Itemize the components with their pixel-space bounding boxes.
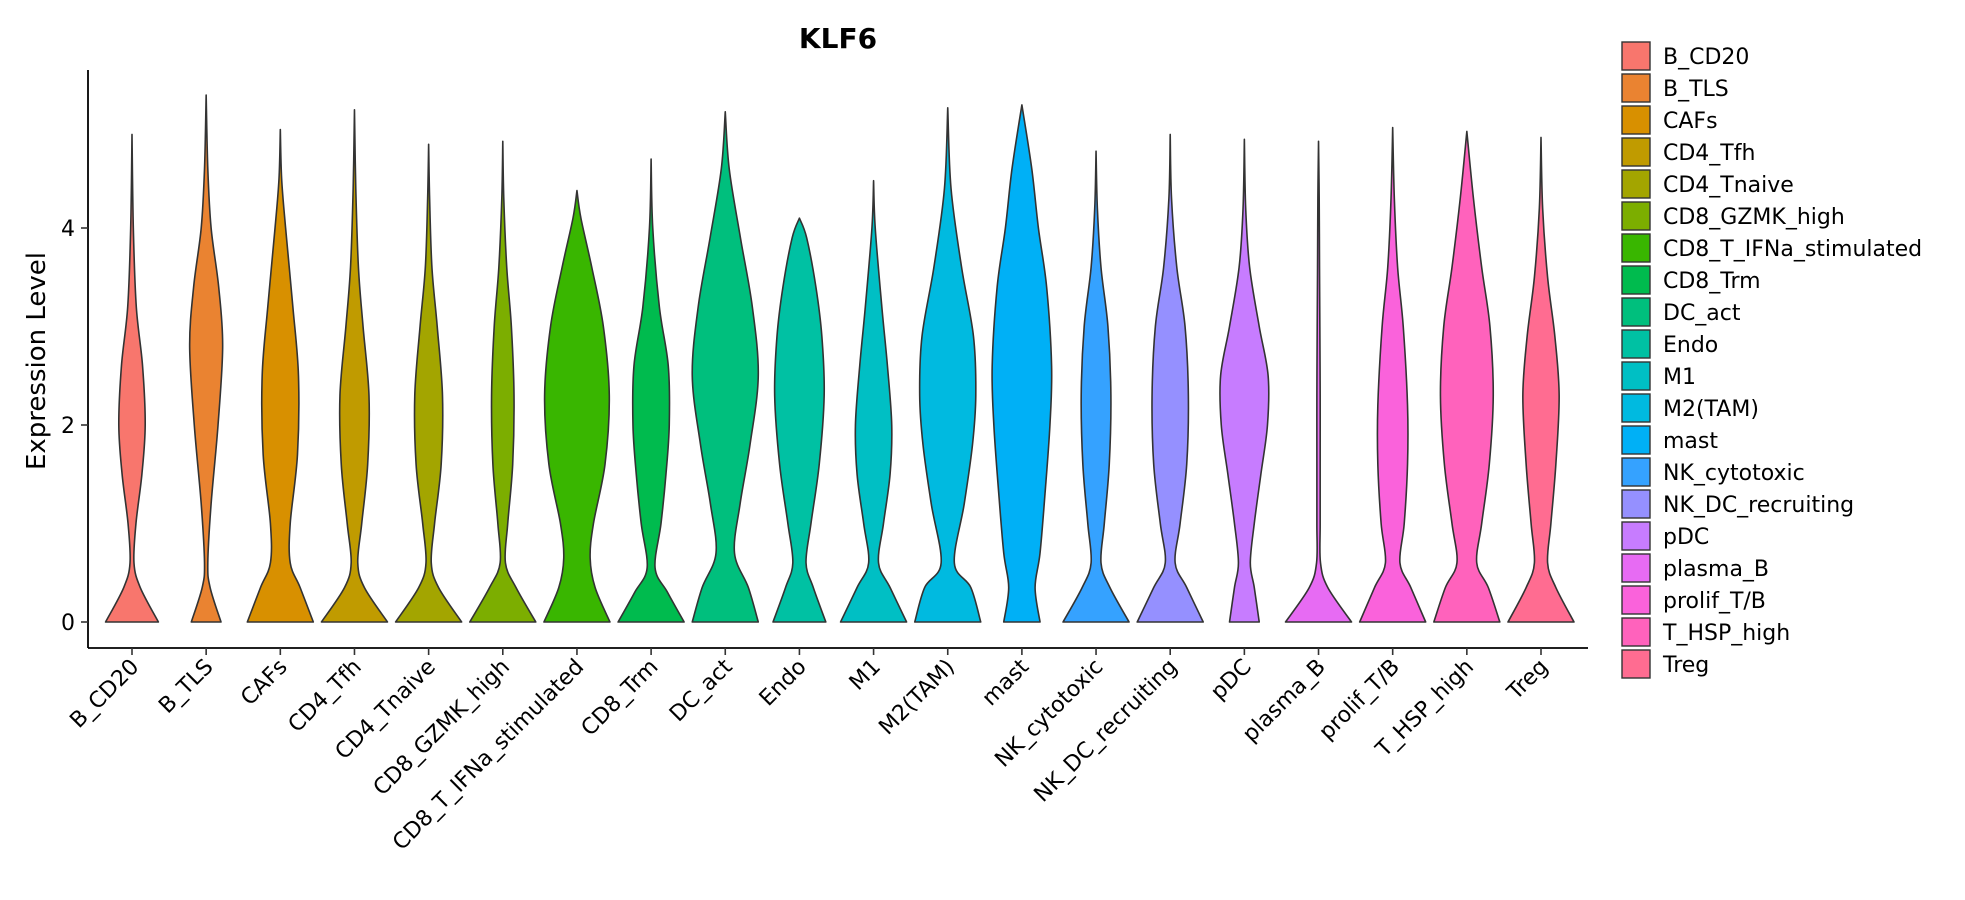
- legend-swatch: [1621, 649, 1651, 679]
- legend-swatch: [1621, 41, 1651, 71]
- legend-label: Treg: [1662, 653, 1709, 678]
- violin-nk-dc-recruiting: [1136, 133, 1205, 623]
- violin-dc-act: [691, 110, 760, 623]
- y-tick-label: 2: [61, 414, 75, 439]
- legend-swatch: [1621, 553, 1651, 583]
- legend-label: CD8_T_IFNa_stimulated: [1663, 237, 1922, 262]
- legend-label: prolif_T/B: [1663, 589, 1766, 614]
- violin-cd8-trm: [617, 158, 685, 623]
- legend-label: CD8_Trm: [1663, 269, 1761, 294]
- legend-swatch: [1621, 361, 1651, 391]
- violin-cd4-tnaive: [394, 143, 463, 623]
- legend-swatch: [1621, 617, 1651, 647]
- legend-swatch: [1621, 201, 1651, 231]
- legend-swatch: [1621, 457, 1651, 487]
- violin-pdc: [1219, 138, 1270, 623]
- legend-label: B_TLS: [1663, 77, 1729, 102]
- legend-swatch: [1621, 105, 1651, 135]
- violins-group: [104, 94, 1575, 623]
- violin-t-hsp-high: [1433, 130, 1501, 623]
- legend-label: CAFs: [1663, 109, 1718, 134]
- violin-cafs: [246, 128, 315, 623]
- legend-label: NK_cytotoxic: [1663, 461, 1805, 486]
- legend-label: CD4_Tfh: [1663, 141, 1755, 166]
- legend-label: DC_act: [1663, 301, 1741, 326]
- legend-label: M1: [1663, 365, 1696, 390]
- y-tick-label: 0: [61, 611, 75, 636]
- violin-b-tls: [188, 94, 224, 623]
- legend-swatch: [1621, 169, 1651, 199]
- y-axis: 0 2 4: [61, 70, 89, 648]
- legend-label: pDC: [1663, 525, 1709, 550]
- legend-label: CD8_GZMK_high: [1663, 205, 1845, 230]
- violin-prolif-t-b: [1358, 126, 1427, 623]
- violin-b-cd20: [104, 133, 160, 623]
- violin-cd8-t-ifna-stimulated: [543, 189, 611, 623]
- legend-swatch: [1621, 73, 1651, 103]
- legend-swatch: [1621, 585, 1651, 615]
- violin-mast: [991, 104, 1053, 623]
- legend-swatch: [1621, 521, 1651, 551]
- legend-label: CD4_Tnaive: [1663, 173, 1794, 198]
- legend-label: plasma_B: [1663, 557, 1769, 582]
- violin-m2-tam-: [913, 107, 982, 623]
- legend-swatch: [1621, 297, 1651, 327]
- violin-plasma-b: [1284, 140, 1353, 623]
- legend-label: B_CD20: [1663, 45, 1749, 70]
- legend-label: M2(TAM): [1663, 397, 1759, 422]
- legend-label: Endo: [1663, 333, 1718, 358]
- y-tick-label: 4: [61, 217, 75, 242]
- y-axis-title: Expression Level: [22, 252, 52, 470]
- legend: B_CD20 B_TLS CAFs CD4_Tfh CD4_Tnaive CD8_GZMK…: [1621, 41, 1922, 679]
- chart-title: KLF6: [799, 22, 877, 55]
- legend-swatch: [1621, 489, 1651, 519]
- legend-swatch: [1621, 137, 1651, 167]
- legend-swatch: [1621, 425, 1651, 455]
- legend-label: T_HSP_high: [1662, 621, 1790, 646]
- violin-treg: [1507, 136, 1575, 623]
- legend-swatch: [1621, 329, 1651, 359]
- legend-swatch: [1621, 393, 1651, 423]
- violin-cd8-gzmk-high: [468, 140, 537, 623]
- legend-swatch: [1621, 233, 1651, 263]
- violin-nk-cytotoxic: [1062, 150, 1130, 623]
- violin-endo: [772, 217, 827, 623]
- violin-cd4-tfh: [320, 109, 389, 623]
- violin-m1: [839, 179, 908, 623]
- legend-label: NK_DC_recruiting: [1663, 493, 1854, 518]
- legend-label: mast: [1663, 429, 1718, 454]
- legend-swatch: [1621, 265, 1651, 295]
